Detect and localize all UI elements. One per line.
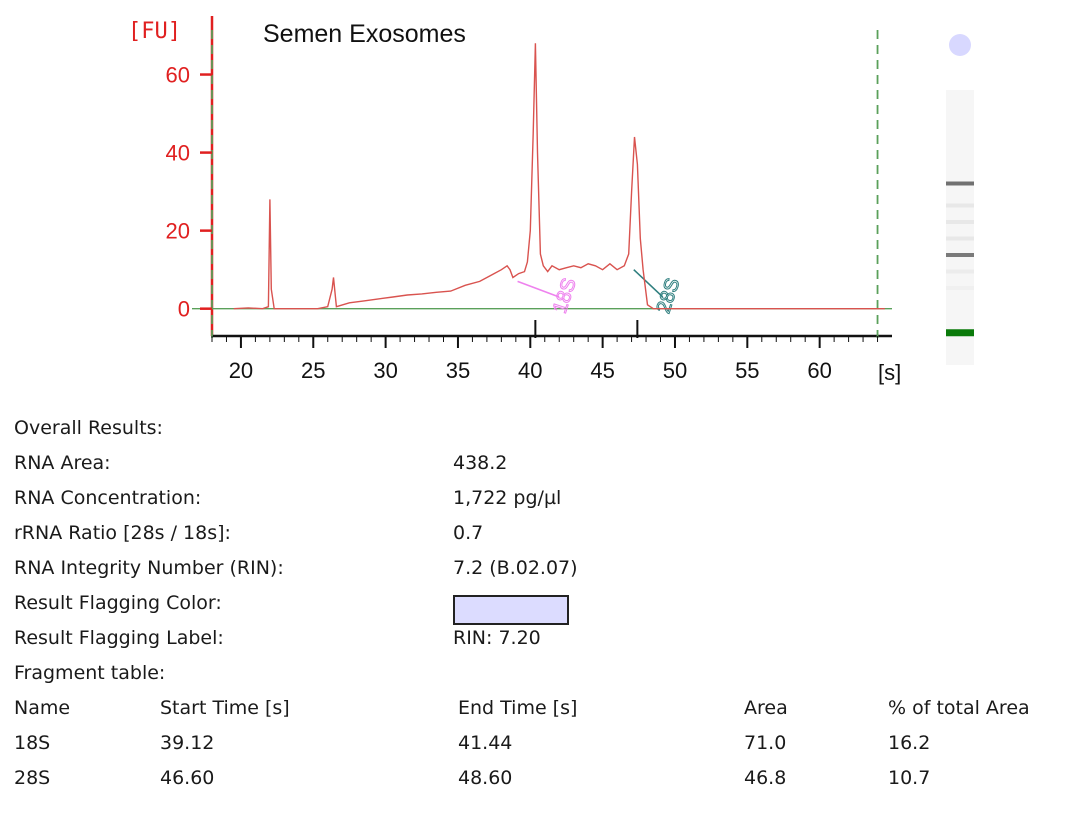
- fragment-table-header: Start Time [s]: [160, 697, 290, 719]
- fragment-table-cell: 28S: [14, 767, 51, 789]
- x-tick-label: 60: [807, 358, 831, 383]
- result-key: RNA Area:: [14, 452, 111, 474]
- result-value: 1,722 pg/µl: [453, 487, 562, 509]
- fragment-table-header: % of total Area: [888, 697, 1030, 719]
- y-tick-label: 40: [166, 141, 190, 166]
- gel-lane: [946, 90, 974, 365]
- fragment-table-heading: Fragment table:: [14, 662, 166, 684]
- y-tick-label: 0: [178, 297, 190, 322]
- result-key: Result Flagging Color:: [14, 592, 222, 614]
- fragment-table-cell: 71.0: [744, 732, 787, 754]
- result-value: 438.2: [453, 452, 508, 474]
- y-tick-label: 20: [166, 219, 190, 244]
- result-value: 7.2 (B.02.07): [453, 557, 578, 579]
- fragment-table-cell: 48.60: [458, 767, 513, 789]
- gel-band: [946, 236, 974, 241]
- x-tick-label: 25: [301, 358, 325, 383]
- fragment-table-cell: 39.12: [160, 732, 215, 754]
- y-tick-label: 60: [166, 63, 190, 88]
- overall-results-heading: Overall Results:: [14, 417, 163, 439]
- fragment-table-cell: 18S: [14, 732, 51, 754]
- gel-band: [946, 181, 974, 186]
- gel-upper-marker-dot: [949, 34, 971, 56]
- result-value: RIN: 7.20: [453, 627, 541, 649]
- fragment-label-18s: 18S: [549, 276, 581, 317]
- result-key: RNA Concentration:: [14, 487, 202, 509]
- fragment-table-cell: 10.7: [888, 767, 931, 789]
- fragment-table-cell: 16.2: [888, 732, 931, 754]
- fragment-table-cell: 46.60: [160, 767, 215, 789]
- gel-band: [946, 203, 974, 208]
- result-flag-color-swatch: [453, 595, 569, 625]
- x-tick-label: 35: [446, 358, 470, 383]
- fragment-label-28s: 28S: [653, 276, 685, 317]
- x-axis-label: [s]: [878, 360, 901, 385]
- gel-lower-marker-band: [946, 329, 974, 337]
- gel-band: [946, 253, 974, 257]
- gel-band: [946, 286, 974, 290]
- result-key: rRNA Ratio [28s / 18s]:: [14, 522, 231, 544]
- fragment-bracket-28s: [633, 269, 664, 298]
- gel-band: [946, 220, 974, 224]
- fragment-table-cell: 41.44: [458, 732, 513, 754]
- x-tick-label: 40: [518, 358, 542, 383]
- x-tick-label: 45: [590, 358, 614, 383]
- x-tick-label: 55: [735, 358, 759, 383]
- x-tick-label: 50: [663, 358, 687, 383]
- y-axis-label: [FU]: [128, 19, 181, 44]
- chart-title: Semen Exosomes: [263, 20, 466, 48]
- gel-band: [946, 269, 974, 274]
- result-key: RNA Integrity Number (RIN):: [14, 557, 284, 579]
- fragment-table-header: Area: [744, 697, 788, 719]
- electropherogram-chart: 0 20 40 60 [FU] 20 25 30 35 40 45 50 55 60 [s] Semen Ex…: [128, 16, 974, 385]
- result-value: 0.7: [453, 522, 484, 544]
- fragment-table-header: Name: [14, 697, 71, 719]
- fragment-table-header: End Time [s]: [458, 697, 578, 719]
- x-tick-label: 30: [373, 358, 397, 383]
- fragment-table-cell: 46.8: [744, 767, 787, 789]
- fragment-bracket-18s: [517, 280, 560, 298]
- series-line-0: [233, 43, 885, 310]
- x-tick-label: 20: [229, 358, 253, 383]
- result-key: Result Flagging Label:: [14, 627, 224, 649]
